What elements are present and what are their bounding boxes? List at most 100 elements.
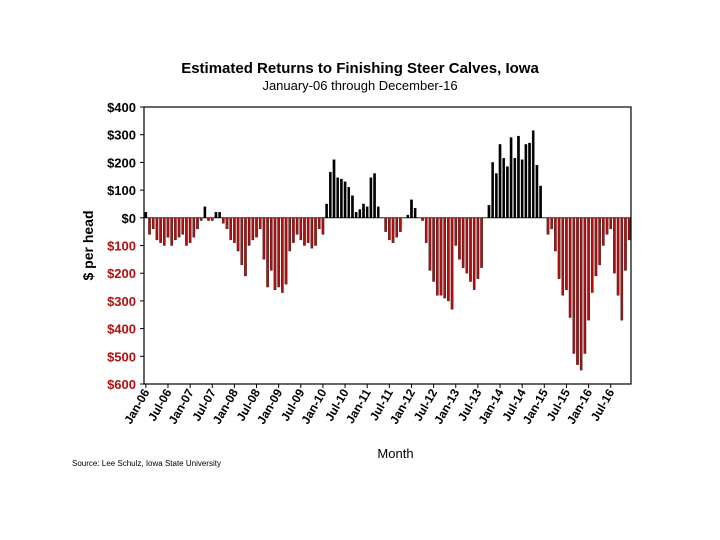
bar (306, 217, 310, 243)
chart-title: Estimated Returns to Finishing Steer Cal… (181, 60, 539, 77)
bar (351, 195, 354, 218)
bar (310, 217, 314, 249)
bar (340, 178, 343, 218)
bar (399, 217, 402, 232)
bar (576, 217, 579, 365)
bar (594, 217, 598, 277)
bar (373, 173, 376, 218)
bar (343, 181, 347, 218)
bar (624, 217, 627, 271)
bar (428, 217, 432, 271)
bar (199, 217, 203, 221)
bar (314, 217, 317, 246)
bar (587, 217, 590, 321)
bar (461, 217, 465, 268)
bar (424, 217, 428, 243)
bar (281, 217, 284, 293)
bar (362, 203, 365, 218)
bar (384, 217, 387, 232)
bar (432, 217, 435, 282)
y-tick-label: $400 (107, 100, 136, 115)
bar (554, 217, 557, 252)
bar (546, 217, 550, 235)
bar (266, 217, 269, 288)
y-tick-label: $100 (107, 239, 136, 254)
source-note: Source: Lee Schulz, Iowa State Universit… (72, 459, 221, 468)
x-axis-title: Month (377, 446, 413, 461)
bar (218, 212, 221, 218)
bar (262, 217, 266, 260)
bar (236, 217, 240, 252)
bar (273, 217, 277, 290)
bar (207, 217, 210, 221)
bar (354, 212, 358, 218)
bar (450, 217, 454, 310)
bar (336, 177, 339, 218)
bar (395, 217, 399, 238)
bar (358, 209, 362, 218)
chart-subtitle: January-06 through December-16 (262, 78, 458, 93)
y-tick-label: $100 (107, 183, 136, 198)
bar (421, 217, 424, 221)
bar (613, 217, 616, 274)
bar (487, 205, 491, 218)
bar (620, 217, 624, 321)
bar (458, 217, 461, 260)
bar (406, 214, 410, 218)
bar (568, 217, 572, 318)
bar (550, 217, 553, 230)
bar (506, 166, 509, 218)
bar (166, 217, 170, 238)
bar (258, 217, 262, 230)
bar (329, 171, 332, 218)
bar (413, 207, 417, 218)
bar (579, 217, 583, 371)
bar (325, 203, 328, 218)
bar (251, 217, 255, 241)
bar (376, 206, 380, 218)
bar (480, 217, 483, 268)
bar (185, 217, 188, 246)
bar (303, 217, 306, 246)
bar (443, 217, 446, 299)
bar (565, 217, 568, 290)
bar (465, 217, 469, 274)
bar (277, 217, 280, 288)
y-axis-title: $ per head (80, 210, 96, 280)
bar (162, 217, 166, 246)
bar (410, 199, 413, 218)
bar (365, 206, 369, 218)
bar (188, 217, 192, 243)
bar (436, 217, 439, 296)
bar (616, 217, 620, 296)
bar (609, 217, 613, 230)
bar (472, 217, 476, 290)
bar (174, 217, 177, 241)
bar (524, 144, 528, 218)
bar (181, 217, 185, 235)
y-tick-label: $300 (107, 128, 136, 143)
bar (240, 217, 244, 266)
bar (155, 217, 159, 241)
bar (531, 130, 535, 218)
bar (590, 217, 594, 293)
bar (557, 217, 561, 279)
bar (292, 217, 295, 243)
y-tick-label: $400 (107, 322, 136, 337)
y-tick-label: $300 (107, 294, 136, 309)
bar (517, 135, 520, 218)
bar (247, 217, 251, 246)
bar (502, 158, 506, 218)
bar (469, 217, 472, 282)
bar (535, 165, 539, 218)
bar (495, 173, 498, 218)
x-tick-label: Jan-06 (121, 386, 152, 426)
bar (602, 217, 605, 246)
bar (317, 217, 321, 230)
bar (369, 177, 373, 218)
bar (222, 217, 225, 224)
bar (192, 217, 196, 238)
bar (214, 212, 218, 218)
bar (321, 217, 325, 235)
